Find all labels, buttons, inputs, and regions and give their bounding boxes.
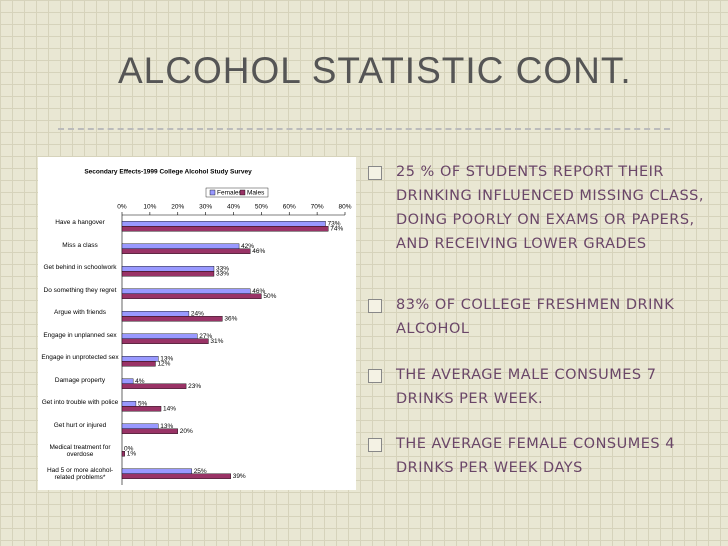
- bullet: 83% OF COLLEGE FRESHMEN DRINK ALCOHOL: [366, 293, 706, 341]
- value-label: 50%: [263, 293, 276, 300]
- slide-title: ALCOHOL STATISTIC CONT.: [118, 50, 632, 91]
- x-tick-label: 70%: [311, 204, 324, 211]
- bar: [121, 468, 192, 474]
- bar: [121, 226, 329, 232]
- x-tick-label: 40%: [227, 204, 240, 211]
- category-label: Argue with friends: [53, 309, 107, 317]
- bullet: THE AVERAGE FEMALE CONSUMES 4 DRINKS PER…: [366, 432, 706, 480]
- legend-swatch: [239, 189, 246, 196]
- bar: [121, 338, 209, 344]
- category-label: Damage property: [54, 376, 106, 384]
- value-label: 14%: [163, 405, 176, 412]
- value-label: 13%: [160, 355, 173, 362]
- legend-swatch: [209, 189, 216, 196]
- value-label: 0%: [124, 445, 134, 452]
- bar: [121, 333, 198, 339]
- x-tick-label: 60%: [283, 204, 296, 211]
- category-label: Medical treatment for overdose: [49, 444, 111, 459]
- divider: [58, 128, 670, 130]
- bar: [121, 473, 231, 479]
- x-tick-label: 30%: [199, 204, 212, 211]
- value-label: 24%: [191, 310, 204, 317]
- x-tick-label: 80%: [338, 204, 351, 211]
- chart: Secondary Effects-1999 College Alcohol S…: [84, 169, 352, 485]
- bar: [121, 401, 137, 407]
- bar: [121, 288, 251, 294]
- value-label: 4%: [135, 378, 145, 385]
- value-label: 5%: [138, 400, 148, 407]
- x-tick-label: 50%: [255, 204, 268, 211]
- value-label: 23%: [188, 383, 201, 390]
- value-label: 33%: [216, 270, 229, 277]
- value-label: 25%: [194, 468, 207, 475]
- bar: [121, 266, 215, 272]
- value-label: 12%: [157, 360, 170, 367]
- category-label: Engage in unprotected sex: [41, 354, 119, 362]
- value-label: 31%: [210, 338, 223, 345]
- bar: [121, 383, 187, 389]
- value-label: 36%: [224, 315, 237, 322]
- bullet: THE AVERAGE MALE CONSUMES 7 DRINKS PER W…: [366, 363, 706, 411]
- x-tick-label: 10%: [143, 204, 156, 211]
- category-label: Have a hangover: [55, 219, 105, 227]
- x-tick-label: 0%: [117, 204, 127, 211]
- chart-panel: Secondary Effects-1999 College Alcohol S…: [38, 157, 356, 490]
- bar: [121, 243, 240, 249]
- bar: [121, 378, 134, 384]
- bar: [121, 311, 190, 317]
- bar: [121, 293, 262, 299]
- category-label: Miss a class: [62, 241, 98, 249]
- legend-label: Females: [217, 190, 243, 197]
- bar: [121, 248, 251, 254]
- category-label: Get hurt or injured: [53, 421, 107, 429]
- x-tick-label: 20%: [171, 204, 184, 211]
- value-label: 13%: [160, 423, 173, 430]
- value-label: 20%: [180, 428, 193, 435]
- value-label: 1%: [127, 450, 137, 457]
- value-label: 39%: [233, 473, 246, 480]
- chart-title: Secondary Effects-1999 College Alcohol S…: [84, 169, 252, 176]
- bar: [121, 428, 178, 434]
- bar: [121, 361, 156, 367]
- category-label: Do something they regret: [43, 286, 117, 294]
- value-label: 46%: [252, 248, 265, 255]
- legend-label: Males: [247, 190, 265, 197]
- bar: [121, 271, 215, 277]
- value-label: 33%: [216, 265, 229, 272]
- bar: [121, 316, 223, 322]
- category-label: Engage in unplanned sex: [43, 331, 117, 339]
- value-label: 73%: [327, 220, 340, 227]
- category-label: Get into trouble with police: [41, 399, 119, 407]
- bar: [121, 356, 159, 362]
- category-label: Had 5 or more alcohol-related problems*: [46, 466, 114, 481]
- bar: [121, 423, 159, 429]
- category-label: Get behind in schoolwork: [43, 264, 117, 272]
- bar: [121, 406, 162, 412]
- value-label: 74%: [330, 225, 343, 232]
- value-label: 27%: [199, 333, 212, 340]
- value-label: 46%: [252, 288, 265, 295]
- bar: [121, 451, 125, 457]
- bullet: 25 % OF STUDENTS REPORT THEIR DRINKING I…: [366, 160, 706, 256]
- bar: [121, 221, 326, 227]
- value-label: 42%: [241, 243, 254, 250]
- legend-box: [205, 187, 269, 198]
